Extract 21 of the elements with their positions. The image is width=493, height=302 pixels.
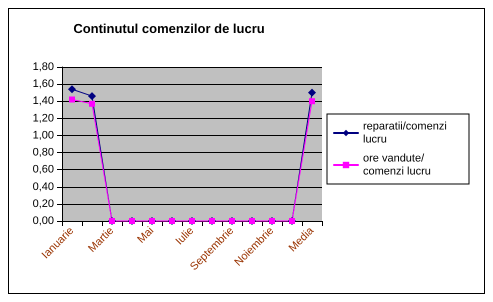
y-tick-label: 1,40 xyxy=(32,95,54,108)
x-tick-label: Iulie xyxy=(174,224,196,248)
point xyxy=(88,92,96,100)
x-tick-label: Mai xyxy=(135,224,156,246)
legend-label: reparatii/comenzi lucru xyxy=(363,120,450,146)
y-tick-label: 1,00 xyxy=(32,129,54,142)
y-tick-label: 1,20 xyxy=(32,112,54,124)
point xyxy=(68,85,76,94)
y-tick-label: 0,80 xyxy=(32,146,54,159)
legend-label: ore vandute/comenzi lucru xyxy=(363,152,431,178)
y-tick-label: 1,80 xyxy=(32,61,54,73)
y-tick-label: 0,20 xyxy=(32,198,54,210)
y-tick-label: 0,40 xyxy=(32,180,54,193)
point xyxy=(89,100,95,107)
point xyxy=(308,88,316,97)
y-tick-label: 0,60 xyxy=(32,164,54,176)
point xyxy=(69,96,75,103)
point xyxy=(309,98,315,104)
chart-title: Continutul comenzilor de lucru xyxy=(73,21,265,36)
y-tick-label: 0,00 xyxy=(32,215,54,227)
y-tick-label: 1,60 xyxy=(32,78,54,90)
